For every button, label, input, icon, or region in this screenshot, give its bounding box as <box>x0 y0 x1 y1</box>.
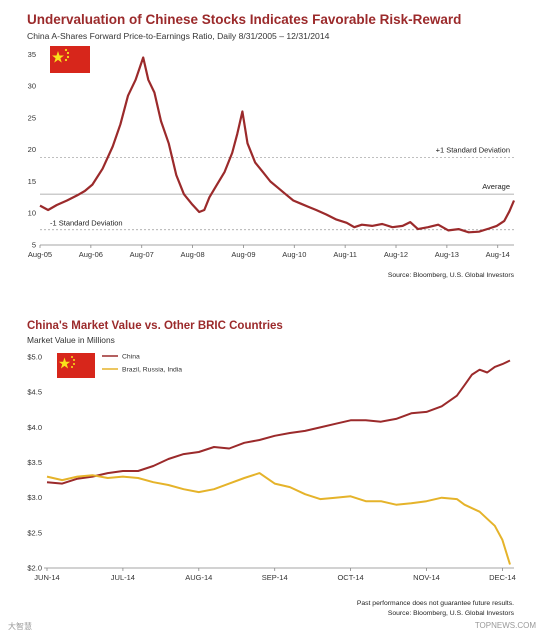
chart2-legend: China Brazil, Russia, India <box>102 354 182 374</box>
chart1-y-tick: 35 <box>28 50 36 59</box>
chart2-y-tick: $3.5 <box>27 458 42 467</box>
chart1-y-tick: 10 <box>28 209 36 218</box>
chart2-y-tick: $4.0 <box>27 423 42 432</box>
flag-small-star <box>71 356 73 358</box>
chart2-x-tick: JUN-14 <box>34 573 59 582</box>
watermark-right: TOPNEWS.COM <box>474 621 536 630</box>
flag-small-star <box>73 363 75 365</box>
flag-small-star <box>71 366 73 368</box>
chart1-x-tick: Aug-13 <box>435 250 459 259</box>
flag-big-star <box>58 357 71 369</box>
chart2-series-line <box>46 472 511 565</box>
legend-label-bri: Brazil, Russia, India <box>122 367 182 374</box>
chart1-x-tick: Aug-08 <box>180 250 204 259</box>
chart1-flag <box>50 46 90 73</box>
chart1-x-tick: Aug-07 <box>130 250 154 259</box>
chart1-reference-label: -1 Standard Deviation <box>50 219 123 228</box>
chart2-y-tick: $4.5 <box>27 388 42 397</box>
chart1-y-tick: 25 <box>28 113 36 122</box>
chart1: 5 10 15 20 25 30 35 Aug-05 Aug-06 Aug-07 Aug-08 Au… <box>28 46 516 279</box>
chart2-y-tick: $5.0 <box>27 353 42 362</box>
chart1-x-tick: Aug-09 <box>231 250 255 259</box>
chart2-title: China's Market Value vs. Other BRIC Coun… <box>27 320 283 332</box>
flag-small-star <box>66 51 70 55</box>
chart2-y-tick: $2.0 <box>27 564 42 573</box>
chart1-source: Source: Bloomberg, U.S. Global Investors <box>388 272 515 279</box>
chart1-subtitle: China A-Shares Forward Price-to-Earnings… <box>27 31 330 41</box>
chart1-x-tick: Aug-11 <box>333 250 357 259</box>
chart1-series-line <box>39 56 516 234</box>
chart2-y-tick: $2.5 <box>27 528 42 537</box>
chart2-source: Source: Bloomberg, U.S. Global Investors <box>388 610 515 617</box>
chart1-reference-label: +1 Standard Deviation <box>436 145 510 154</box>
chart2-x-tick: NOV-14 <box>413 573 440 582</box>
flag-small-star <box>66 55 70 59</box>
chart2-subtitle: Market Value in Millions <box>27 335 115 345</box>
chart1-y-tick: 5 <box>32 241 36 250</box>
chart1-title: Undervaluation of Chinese Stocks Indicat… <box>27 12 462 27</box>
flag-small-star <box>73 359 75 361</box>
legend-label-china: China <box>122 354 140 361</box>
chart2: China Brazil, Russia, India $2.0 $2.5 $3.0… <box>27 353 515 617</box>
chart1-x-tick: Aug-12 <box>384 250 408 259</box>
chart1-y-tick: 30 <box>28 82 36 91</box>
chart2-footnote: Past performance does not guarantee futu… <box>357 600 514 607</box>
chart1-y-tick: 20 <box>28 145 36 154</box>
chart1-x-tick: Aug-05 <box>28 250 52 259</box>
chart2-x-tick: AUG-14 <box>185 573 212 582</box>
chart1-x-tick: Aug-14 <box>486 250 510 259</box>
chart1-x-tick: Aug-06 <box>79 250 103 259</box>
chart1-y-tick: 15 <box>28 177 36 186</box>
chart2-x-tick: OCT-14 <box>337 573 363 582</box>
watermark-left: 大智慧 <box>8 622 32 631</box>
chart2-x-tick: SEP-14 <box>262 573 288 582</box>
chart2-y-tick: $3.0 <box>27 493 42 502</box>
flag-small-star <box>64 58 68 62</box>
flag-small-star <box>64 48 68 52</box>
chart2-flag <box>57 353 95 378</box>
chart2-series-line <box>46 359 511 485</box>
chart2-x-tick: DEC-14 <box>489 573 516 582</box>
chart1-x-tick: Aug-10 <box>282 250 306 259</box>
flag-big-star <box>52 51 64 63</box>
chart2-x-tick: JUL-14 <box>111 573 135 582</box>
chart1-reference-label: Average <box>482 182 510 191</box>
